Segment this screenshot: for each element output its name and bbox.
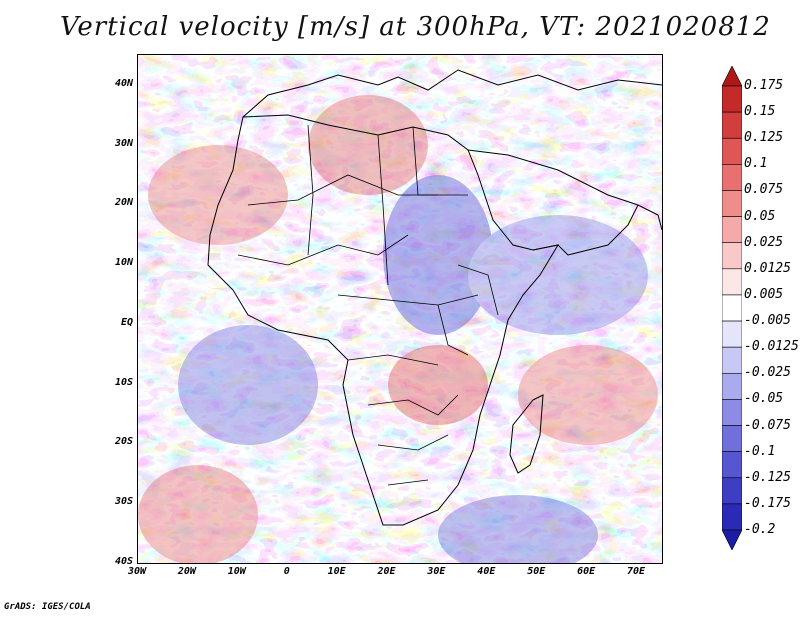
colorbar-swatch [722, 216, 742, 244]
colorbar-swatch [722, 190, 742, 217]
colorbar-tick-label: -0.175 [744, 495, 791, 511]
colorbar-swatch [722, 346, 742, 374]
madagascar-coastline [509, 394, 544, 474]
lat-tick-label: 10S [114, 376, 133, 388]
colorbar-swatch [722, 372, 742, 400]
coastlines [207, 69, 662, 526]
lat-tick-label: 30S [114, 496, 133, 508]
colorbar-swatch [722, 85, 742, 113]
lon-tick-label: 10E [327, 566, 346, 577]
lat-tick-label: 40S [114, 556, 133, 567]
velocity-field-map [138, 55, 662, 563]
india-coastline [637, 204, 662, 231]
lat-tick-label: 40N [114, 77, 133, 89]
colorbar-tick-label: 0.05 [744, 208, 776, 224]
colorbar-swatch [722, 137, 742, 165]
colorbar-tick-label: 0.15 [744, 104, 776, 120]
africa-coastline [207, 114, 560, 526]
colorbar-swatch [722, 242, 742, 270]
colorbar-tick-label: -0.2 [744, 522, 776, 537]
lat-tick-label: 20S [114, 436, 133, 448]
colorbar-tick-label: 0.1 [744, 156, 768, 172]
colorbar-tick-label: 0.025 [744, 234, 784, 250]
colorbar-swatch [722, 66, 742, 87]
colorbar-swatch [722, 294, 742, 322]
colorbar-tick-label: 0.075 [744, 182, 784, 198]
lon-tick-label: 20E [377, 566, 396, 577]
colorbar-tick-label: -0.075 [744, 417, 791, 433]
colorbar-swatch [722, 451, 742, 479]
colorbar-swatch [722, 503, 742, 531]
lon-tick-label: 10W [227, 566, 246, 577]
lat-tick-label: EQ [120, 316, 133, 328]
europe-coastline [242, 69, 662, 118]
lon-tick-label: 20W [177, 566, 196, 577]
lat-tick-label: 20N [114, 197, 133, 209]
lon-tick-label: 30E [427, 566, 446, 577]
country-borders [237, 124, 499, 486]
lon-tick-label: 40E [477, 566, 496, 577]
lon-tick-label: 0 [283, 566, 290, 577]
colorbar-swatch [722, 399, 742, 426]
colorbar-tick-label: 0.125 [744, 130, 784, 146]
lon-tick-label: 50E [527, 566, 546, 577]
colorbar-tick-label: -0.025 [744, 365, 791, 381]
colorbar-swatch [722, 320, 742, 348]
colorbar-swatch [722, 425, 742, 452]
lat-tick-label: 30N [114, 137, 133, 149]
grads-credit: GrADS: IGES/COLA [4, 602, 91, 612]
map-title: Vertical velocity [m/s] at 300hPa, VT: 2… [60, 12, 771, 42]
lat-tick-label: 10N [114, 257, 133, 269]
colorbar-tick-label: -0.0125 [744, 339, 799, 355]
colorbar [722, 66, 742, 550]
colorbar-swatch [722, 477, 742, 505]
map-panel [137, 54, 663, 564]
colorbar-tick-label: -0.125 [744, 469, 791, 485]
colorbar-tick-label: 0.005 [744, 286, 784, 302]
colorbar-tick-label: -0.005 [744, 313, 791, 329]
colorbar-swatch [722, 111, 742, 139]
colorbar-swatch [722, 268, 742, 296]
colorbar-tick-label: 0.175 [744, 78, 784, 93]
lon-tick-label: 30W [127, 566, 147, 577]
colorbar-swatch [722, 529, 742, 550]
lon-tick-label: 60E [577, 566, 596, 577]
velocity-field [138, 55, 662, 563]
lon-tick-label: 70E [627, 566, 646, 577]
colorbar-tick-label: -0.05 [744, 391, 784, 407]
arabia-coastline [467, 149, 639, 256]
colorbar-tick-label: 0.0125 [744, 260, 791, 276]
colorbar-tick-label: -0.1 [744, 443, 776, 459]
colorbar-swatch [722, 164, 742, 191]
